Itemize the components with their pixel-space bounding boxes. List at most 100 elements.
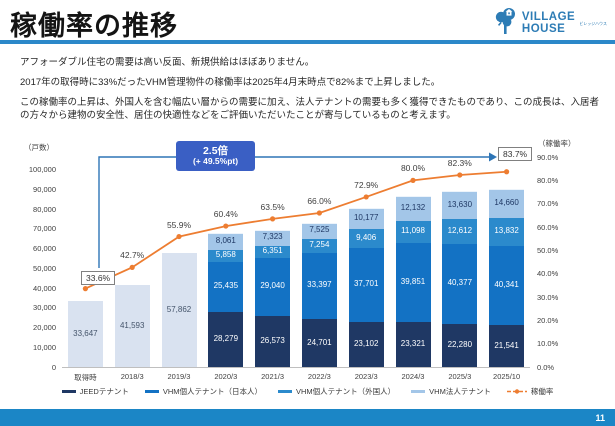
tree-house-logo-icon: [492, 6, 518, 41]
right-axis-tick: 10.0%: [537, 339, 559, 349]
bar-segment-value-label: 9,406: [356, 232, 377, 242]
rate-point-label: 80.0%: [400, 163, 426, 174]
bar-segment-value-label: 23,321: [400, 338, 426, 348]
x-axis-category-label: 2020/3: [214, 372, 238, 381]
left-axis-tick: 20,000: [33, 323, 56, 332]
right-axis-title: （稼働率）: [538, 139, 576, 148]
bar-segment-value-label: 8,061: [215, 236, 236, 246]
rate-point-marker: [223, 223, 229, 229]
left-axis-tick: 90,000: [33, 184, 56, 194]
bar-total: [114, 284, 150, 367]
legend-label: VHM個人テナント（外国人）: [296, 387, 396, 396]
intro-paragraph-3: この稼働率の上昇は、外国人を含む幅広い層からの需要に加え、法人テナントの需要も多…: [20, 96, 600, 122]
logo-subtext: ビレッジハウス: [579, 20, 607, 26]
legend-color-chip: [278, 389, 292, 394]
growth-delta: (+ 49.5%pt): [192, 156, 239, 167]
left-axis-tick: 100,000: [28, 165, 56, 174]
bar-segment: [442, 322, 478, 367]
intro-paragraph-2: 2017年の取得時に33%だったVHM管理物件の稼働率は2025年4月末時点で8…: [20, 76, 441, 88]
left-axis-tick: 30,000: [33, 303, 56, 313]
bar-segment-value-label: 7,323: [262, 232, 283, 242]
right-axis-tick: 60.0%: [537, 222, 559, 232]
growth-annotation-badge: 2.5倍 (+ 49.5%pt): [176, 141, 255, 171]
x-axis-category-label: 2021/3: [261, 372, 285, 381]
bar-segment-value-label: 5,858: [215, 250, 236, 260]
bar-segment-value-label: 24,701: [307, 337, 332, 347]
rate-point-marker: [316, 210, 322, 216]
bar-segment-value-label: 7,525: [309, 225, 330, 235]
x-axis-category-label: 2022/3: [307, 372, 331, 381]
right-axis-tick: 70.0%: [537, 199, 559, 209]
rate-point-label: 55.9%: [166, 219, 192, 230]
intro-text: アフォーダブル住宅の需要は高い反面、新規供給はほぼありません。 2017年の取得…: [20, 56, 600, 129]
left-axis-tick: 70,000: [33, 224, 56, 234]
x-axis-category-label: 2019/3: [167, 372, 191, 381]
x-axis-category-label: 2023/3: [354, 372, 378, 381]
page-title: 稼働率の推移: [10, 11, 178, 41]
right-axis-tick: 20.0%: [537, 315, 559, 325]
bar-segment-value-label: 40,341: [494, 279, 519, 289]
rate-point-marker: [129, 264, 135, 270]
legend-item: VHM個人テナント（外国人）: [278, 386, 395, 397]
rate-point-label: 42.7%: [120, 250, 145, 261]
arrow-right-icon: [489, 152, 497, 162]
legend-color-chip: [411, 389, 426, 394]
left-axis-tick: 10,000: [33, 342, 56, 352]
bar-segment: [348, 321, 384, 367]
footer-bar: [0, 409, 615, 426]
rate-point-label: 60.4%: [213, 209, 238, 220]
bar-segment-value-label: 10,177: [353, 213, 379, 223]
bar-segment-value-label: 25,435: [213, 281, 239, 291]
header-divider: [0, 40, 615, 44]
bar-segment-value-label: 6,351: [262, 245, 283, 255]
bar-segment: [301, 318, 337, 367]
legend-color-chip: [61, 389, 76, 394]
legend-color-chip: [144, 389, 159, 394]
bar-value-label: 57,862: [166, 304, 192, 314]
intro-paragraph-1: アフォーダブル住宅の需要は高い反面、新規供給はほぼありません。: [20, 57, 315, 68]
right-axis-tick: 30.0%: [537, 292, 559, 302]
village-house-logo: VILLAGE HOUSE ビレッジハウス: [492, 6, 607, 41]
right-axis-tick: 50.0%: [537, 245, 559, 255]
page-number: 11: [595, 413, 605, 423]
rate-point-label: 82.3%: [447, 157, 472, 168]
bar-segment-value-label: 29,040: [260, 280, 285, 290]
left-axis-title: （戸数）: [24, 143, 54, 152]
bar-segment: [395, 320, 431, 367]
bar-segment-value-label: 14,660: [494, 197, 519, 207]
growth-multiplier: 2.5倍: [202, 145, 229, 158]
bar-segment-value-label: 40,377: [447, 278, 473, 288]
rate-point-marker: [82, 286, 88, 292]
x-axis-category-label: 2024/3: [401, 372, 425, 381]
x-axis-category-label: 取得時: [74, 373, 97, 382]
bar-value-label: 33,647: [73, 328, 98, 338]
bar-segment-value-label: 13,630: [447, 199, 473, 209]
bar-segment-value-label: 39,851: [400, 276, 426, 286]
rate-start-boxed-label: 33.6%: [81, 271, 116, 285]
bar-segment-value-label: 11,098: [401, 226, 425, 236]
chart-legend: JEEDテナント VHM個人テナント（日本人） VHM個人テナント（外国人） VHM法…: [0, 386, 615, 397]
legend-label: VHM個人テナント（日本人）: [162, 387, 262, 396]
rate-point-label: 63.5%: [260, 201, 285, 212]
bar-segment-value-label: 21,541: [494, 340, 519, 350]
rate-point-marker: [457, 172, 463, 178]
left-axis-tick: 0: [51, 362, 56, 372]
legend-item: JEEDテナント: [61, 386, 129, 397]
bar-segment-value-label: 12,132: [400, 203, 426, 213]
bar-total: [67, 300, 103, 367]
logo-line1: VILLAGE: [521, 11, 576, 23]
bar-segment: [208, 311, 244, 367]
right-axis-tick: 90.0%: [537, 152, 559, 162]
legend-label: VHM法人テナント: [429, 387, 491, 396]
x-axis-category-label: 2025/10: [493, 372, 521, 381]
bar-segment-value-label: 12,612: [447, 225, 473, 235]
legend-label: JEEDテナント: [79, 387, 129, 396]
logo-line2: HOUSE: [521, 22, 566, 35]
bar-segment-value-label: 37,701: [353, 279, 379, 289]
bar-segment: [489, 324, 525, 367]
rate-point-marker: [363, 194, 369, 200]
left-axis-tick: 60,000: [33, 244, 56, 253]
bar-segment-value-label: 23,102: [353, 339, 379, 349]
bar-segment-value-label: 7,254: [309, 240, 330, 250]
rate-point-marker: [270, 216, 276, 222]
